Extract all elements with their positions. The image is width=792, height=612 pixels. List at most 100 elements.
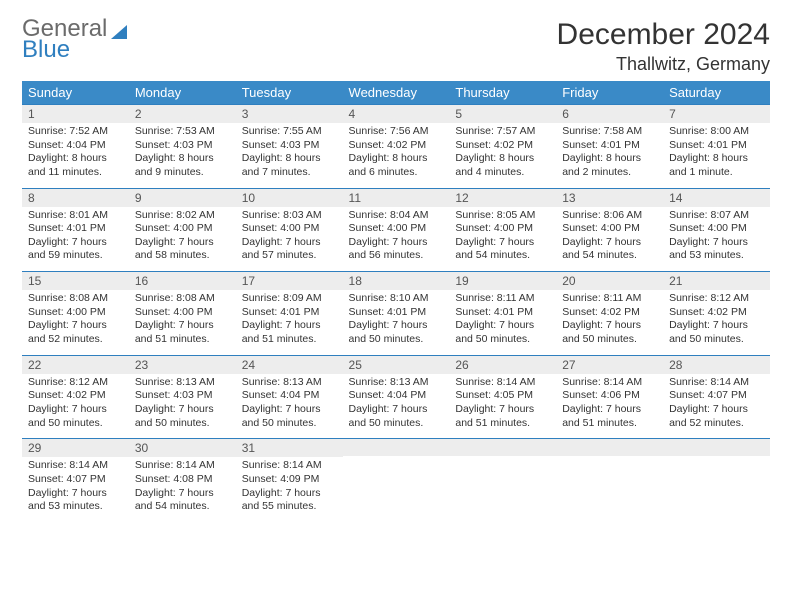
daylight-text: and 57 minutes. bbox=[242, 249, 337, 263]
sunrise-text: Sunrise: 7:52 AM bbox=[28, 125, 123, 139]
daylight-text: and 52 minutes. bbox=[669, 417, 764, 431]
daylight-text: and 59 minutes. bbox=[28, 249, 123, 263]
sunset-text: Sunset: 4:03 PM bbox=[135, 389, 230, 403]
sunrise-text: Sunrise: 8:07 AM bbox=[669, 209, 764, 223]
day-body: Sunrise: 8:11 AMSunset: 4:02 PMDaylight:… bbox=[556, 290, 663, 355]
sunrise-text: Sunrise: 8:13 AM bbox=[349, 376, 444, 390]
day-number: 4 bbox=[343, 104, 450, 123]
sunrise-text: Sunrise: 8:10 AM bbox=[349, 292, 444, 306]
day-number: 6 bbox=[556, 104, 663, 123]
daylight-text: and 7 minutes. bbox=[242, 166, 337, 180]
day-number: 10 bbox=[236, 188, 343, 207]
daylight-text: and 50 minutes. bbox=[349, 333, 444, 347]
day-cell: 4Sunrise: 7:56 AMSunset: 4:02 PMDaylight… bbox=[343, 104, 450, 188]
day-cell: 24Sunrise: 8:13 AMSunset: 4:04 PMDayligh… bbox=[236, 355, 343, 439]
week-row: 22Sunrise: 8:12 AMSunset: 4:02 PMDayligh… bbox=[22, 355, 770, 439]
day-body: Sunrise: 8:07 AMSunset: 4:00 PMDaylight:… bbox=[663, 207, 770, 272]
daylight-text: and 6 minutes. bbox=[349, 166, 444, 180]
sunset-text: Sunset: 4:08 PM bbox=[135, 473, 230, 487]
sunset-text: Sunset: 4:00 PM bbox=[135, 222, 230, 236]
daylight-text: and 50 minutes. bbox=[455, 333, 550, 347]
dayname-6: Saturday bbox=[663, 81, 770, 104]
week-row: 15Sunrise: 8:08 AMSunset: 4:00 PMDayligh… bbox=[22, 271, 770, 355]
sunset-text: Sunset: 4:00 PM bbox=[135, 306, 230, 320]
sunrise-text: Sunrise: 8:14 AM bbox=[242, 459, 337, 473]
daylight-text: Daylight: 7 hours bbox=[242, 236, 337, 250]
day-cell: 29Sunrise: 8:14 AMSunset: 4:07 PMDayligh… bbox=[22, 438, 129, 522]
day-cell: 2Sunrise: 7:53 AMSunset: 4:03 PMDaylight… bbox=[129, 104, 236, 188]
day-cell: 23Sunrise: 8:13 AMSunset: 4:03 PMDayligh… bbox=[129, 355, 236, 439]
day-cell: 11Sunrise: 8:04 AMSunset: 4:00 PMDayligh… bbox=[343, 188, 450, 272]
daylight-text: and 4 minutes. bbox=[455, 166, 550, 180]
day-body: Sunrise: 8:11 AMSunset: 4:01 PMDaylight:… bbox=[449, 290, 556, 355]
day-cell: 28Sunrise: 8:14 AMSunset: 4:07 PMDayligh… bbox=[663, 355, 770, 439]
day-number: 31 bbox=[236, 438, 343, 457]
sunrise-text: Sunrise: 8:01 AM bbox=[28, 209, 123, 223]
empty-day-header bbox=[663, 438, 770, 456]
day-cell bbox=[449, 438, 556, 522]
day-number: 16 bbox=[129, 271, 236, 290]
sunset-text: Sunset: 4:06 PM bbox=[562, 389, 657, 403]
daylight-text: and 53 minutes. bbox=[28, 500, 123, 514]
daylight-text: and 54 minutes. bbox=[455, 249, 550, 263]
sunset-text: Sunset: 4:05 PM bbox=[455, 389, 550, 403]
week-row: 29Sunrise: 8:14 AMSunset: 4:07 PMDayligh… bbox=[22, 438, 770, 522]
day-body: Sunrise: 8:14 AMSunset: 4:05 PMDaylight:… bbox=[449, 374, 556, 439]
day-cell: 5Sunrise: 7:57 AMSunset: 4:02 PMDaylight… bbox=[449, 104, 556, 188]
day-body: Sunrise: 8:13 AMSunset: 4:03 PMDaylight:… bbox=[129, 374, 236, 439]
sunrise-text: Sunrise: 8:03 AM bbox=[242, 209, 337, 223]
sunset-text: Sunset: 4:07 PM bbox=[669, 389, 764, 403]
day-body: Sunrise: 8:14 AMSunset: 4:06 PMDaylight:… bbox=[556, 374, 663, 439]
daylight-text: Daylight: 7 hours bbox=[242, 403, 337, 417]
day-number: 30 bbox=[129, 438, 236, 457]
day-cell: 1Sunrise: 7:52 AMSunset: 4:04 PMDaylight… bbox=[22, 104, 129, 188]
header-right: December 2024 Thallwitz, Germany bbox=[557, 18, 770, 75]
day-body: Sunrise: 8:05 AMSunset: 4:00 PMDaylight:… bbox=[449, 207, 556, 272]
sunset-text: Sunset: 4:00 PM bbox=[455, 222, 550, 236]
sunset-text: Sunset: 4:09 PM bbox=[242, 473, 337, 487]
sunset-text: Sunset: 4:01 PM bbox=[349, 306, 444, 320]
sunrise-text: Sunrise: 8:11 AM bbox=[562, 292, 657, 306]
day-body: Sunrise: 8:13 AMSunset: 4:04 PMDaylight:… bbox=[343, 374, 450, 439]
day-number: 9 bbox=[129, 188, 236, 207]
day-cell: 12Sunrise: 8:05 AMSunset: 4:00 PMDayligh… bbox=[449, 188, 556, 272]
sail-icon bbox=[111, 25, 127, 39]
sunrise-text: Sunrise: 8:14 AM bbox=[455, 376, 550, 390]
day-number: 19 bbox=[449, 271, 556, 290]
day-number: 15 bbox=[22, 271, 129, 290]
sunset-text: Sunset: 4:01 PM bbox=[242, 306, 337, 320]
day-cell: 26Sunrise: 8:14 AMSunset: 4:05 PMDayligh… bbox=[449, 355, 556, 439]
daylight-text: Daylight: 7 hours bbox=[562, 236, 657, 250]
sunrise-text: Sunrise: 7:58 AM bbox=[562, 125, 657, 139]
daylight-text: and 50 minutes. bbox=[669, 333, 764, 347]
day-body: Sunrise: 8:10 AMSunset: 4:01 PMDaylight:… bbox=[343, 290, 450, 355]
day-cell: 27Sunrise: 8:14 AMSunset: 4:06 PMDayligh… bbox=[556, 355, 663, 439]
day-number: 2 bbox=[129, 104, 236, 123]
empty-day-header bbox=[556, 438, 663, 456]
dayname-1: Monday bbox=[129, 81, 236, 104]
sunset-text: Sunset: 4:04 PM bbox=[28, 139, 123, 153]
daylight-text: and 50 minutes. bbox=[28, 417, 123, 431]
dayname-0: Sunday bbox=[22, 81, 129, 104]
daylight-text: Daylight: 7 hours bbox=[28, 319, 123, 333]
day-number: 23 bbox=[129, 355, 236, 374]
sunset-text: Sunset: 4:02 PM bbox=[562, 306, 657, 320]
sunrise-text: Sunrise: 8:02 AM bbox=[135, 209, 230, 223]
daylight-text: and 11 minutes. bbox=[28, 166, 123, 180]
empty-day-body bbox=[556, 456, 663, 518]
sunset-text: Sunset: 4:00 PM bbox=[349, 222, 444, 236]
day-number: 21 bbox=[663, 271, 770, 290]
day-body: Sunrise: 8:02 AMSunset: 4:00 PMDaylight:… bbox=[129, 207, 236, 272]
sunset-text: Sunset: 4:02 PM bbox=[28, 389, 123, 403]
week-row: 1Sunrise: 7:52 AMSunset: 4:04 PMDaylight… bbox=[22, 104, 770, 188]
sunrise-text: Sunrise: 8:11 AM bbox=[455, 292, 550, 306]
daylight-text: Daylight: 7 hours bbox=[242, 487, 337, 501]
sunset-text: Sunset: 4:00 PM bbox=[28, 306, 123, 320]
daylight-text: and 50 minutes. bbox=[135, 417, 230, 431]
sunset-text: Sunset: 4:01 PM bbox=[562, 139, 657, 153]
brand-logo: General Blue bbox=[22, 18, 127, 62]
sunrise-text: Sunrise: 8:12 AM bbox=[669, 292, 764, 306]
daylight-text: Daylight: 7 hours bbox=[135, 319, 230, 333]
calendar-body: 1Sunrise: 7:52 AMSunset: 4:04 PMDaylight… bbox=[22, 104, 770, 522]
daylight-text: and 51 minutes. bbox=[562, 417, 657, 431]
